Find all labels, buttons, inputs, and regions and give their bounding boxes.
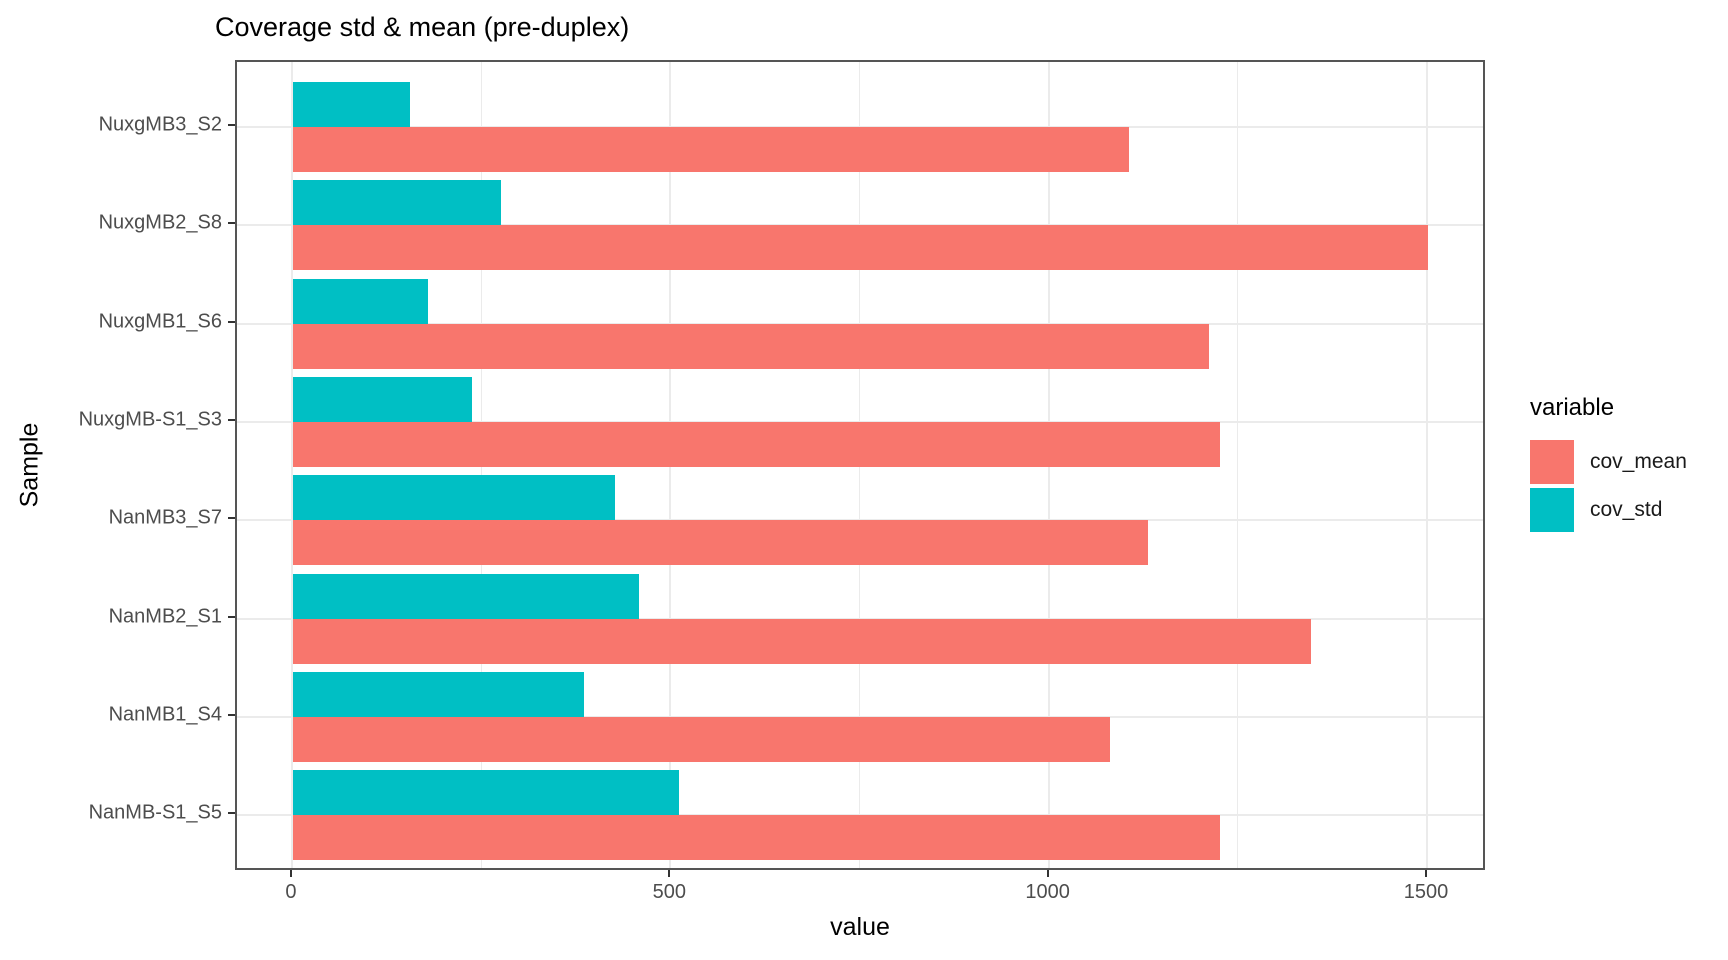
- x-tick-mark: [289, 870, 292, 877]
- bar-cov_mean: [292, 127, 1130, 172]
- x-tick-label: 1500: [1403, 881, 1449, 903]
- bar-cov_mean: [292, 716, 1111, 762]
- y-tick-mark: [228, 418, 235, 421]
- x-tick-label: 1000: [1025, 881, 1070, 903]
- bar-cov_mean: [292, 520, 1148, 566]
- plot-panel: [235, 60, 1485, 870]
- legend-label: cov_mean: [1590, 450, 1687, 473]
- bar-cov_std: [292, 770, 679, 816]
- y-tick-mark: [228, 222, 235, 225]
- legend-item-cov_std: cov_std: [1530, 488, 1687, 532]
- bar-cov_mean: [292, 815, 1220, 861]
- y-tick-label: NuxgMB2_S8: [98, 211, 222, 234]
- bar-cov_std: [292, 671, 585, 717]
- bar-cov_std: [292, 180, 502, 226]
- legend-swatch-cov_mean: [1530, 440, 1574, 484]
- y-axis-title: Sample: [15, 422, 44, 508]
- y-tick-label: NanMB1_S4: [108, 703, 222, 726]
- y-tick-label: NuxgMB3_S2: [98, 113, 222, 136]
- bar-cov_std: [292, 376, 472, 422]
- x-tick-mark: [668, 870, 671, 877]
- x-tick-label: 500: [652, 881, 686, 903]
- x-tick-mark: [1424, 870, 1427, 877]
- x-tick-mark: [1046, 870, 1049, 877]
- y-tick-label: NanMB2_S1: [108, 605, 222, 627]
- x-tick-label: 0: [285, 881, 297, 903]
- legend-item-cov_mean: cov_mean: [1530, 440, 1687, 484]
- gridline-major-x: [1425, 62, 1428, 868]
- y-tick-mark: [228, 124, 235, 126]
- x-axis-title: value: [830, 913, 890, 941]
- y-tick-label: NuxgMB1_S6: [98, 310, 222, 333]
- y-tick-label: NuxgMB-S1_S3: [78, 408, 222, 431]
- y-tick-mark: [228, 713, 235, 716]
- y-tick-mark: [228, 812, 235, 815]
- bar-cov_std: [292, 278, 428, 324]
- gridline-major-x: [290, 62, 293, 868]
- bar-cov_mean: [292, 323, 1209, 369]
- y-tick-mark: [228, 320, 235, 323]
- y-tick-mark: [228, 517, 235, 520]
- gridline-minor-x: [1237, 62, 1239, 868]
- legend-swatch-cov_std: [1530, 488, 1574, 532]
- legend-items: cov_mean cov_std: [1530, 440, 1687, 532]
- y-tick-label: NanMB3_S7: [108, 506, 222, 529]
- bar-cov_mean: [292, 225, 1428, 271]
- bar-cov_std: [292, 573, 639, 619]
- y-tick-mark: [228, 615, 235, 618]
- legend-title: variable: [1530, 394, 1615, 421]
- legend-label: cov_std: [1590, 498, 1663, 521]
- y-tick-label: NanMB-S1_S5: [88, 801, 222, 824]
- bar-cov_mean: [292, 618, 1311, 664]
- bar-cov_std: [292, 82, 411, 127]
- bar-cov_std: [292, 475, 615, 521]
- bar-cov_mean: [292, 421, 1220, 467]
- chart-title: Coverage std & mean (pre-duplex): [215, 12, 630, 42]
- legend: variable cov_mean cov_std: [1530, 394, 1687, 536]
